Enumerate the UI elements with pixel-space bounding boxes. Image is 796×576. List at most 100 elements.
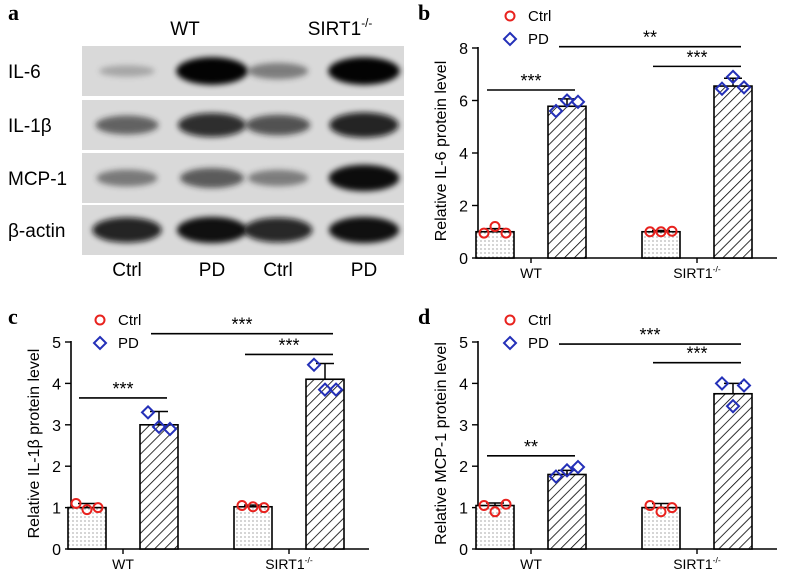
y-tick-label: 5 <box>52 335 61 352</box>
panel-letter-c: c <box>8 304 18 329</box>
y-axis-label: Relative MCP-1 protein level <box>433 342 450 545</box>
y-tick-label: 2 <box>459 199 468 216</box>
y-tick-label: 6 <box>459 94 468 111</box>
x-category-label-text: SIRT1 <box>673 265 713 281</box>
legend-pd-marker <box>502 31 518 47</box>
significance-label: ** <box>524 437 538 457</box>
data-point-pd <box>306 357 322 373</box>
bar-chart-c: c 0 1 2 3 4 5 Relative IL-1β protein level WT SIR… <box>8 304 369 572</box>
blot-lane-label: Ctrl <box>263 260 293 281</box>
legend-pd-label: PD <box>528 31 549 48</box>
data-point-ctrl <box>500 498 512 510</box>
bar-ctrl <box>475 504 515 550</box>
data-point-pd <box>725 398 741 414</box>
data-point-ctrl <box>81 504 93 516</box>
legend-ctrl-label: Ctrl <box>118 312 141 329</box>
bar-pd <box>305 378 345 550</box>
blot-group-label-sup: -/- <box>361 17 372 30</box>
data-point-pd <box>725 69 741 85</box>
bar-ctrl <box>475 230 515 259</box>
blot-lane-label: Ctrl <box>112 260 142 281</box>
data-point-pd <box>317 382 333 398</box>
panel-letter-a: a <box>8 0 19 25</box>
data-point-ctrl <box>92 502 104 514</box>
significance-label: *** <box>112 379 133 399</box>
significance-label: ** <box>643 28 657 48</box>
bar-pd <box>547 473 587 550</box>
blot-band <box>243 217 313 243</box>
y-tick-label: 0 <box>459 542 468 559</box>
y-axis-label: Relative IL-6 protein level <box>433 61 450 242</box>
data-point-ctrl <box>489 221 501 232</box>
blot-band <box>96 169 158 187</box>
x-category-label-sup: -/- <box>713 555 721 565</box>
legend-ctrl-label: Ctrl <box>528 312 551 329</box>
bar-pd <box>713 392 753 550</box>
blot-lane-label: PD <box>351 260 377 281</box>
bar-chart-d: d 0 1 2 3 4 5 Relative MCP-1 protein level WT SIR… <box>418 304 777 572</box>
blot-band <box>95 115 159 135</box>
y-tick-label: 5 <box>459 335 468 352</box>
bar-ctrl <box>233 505 273 550</box>
blot-row-label: IL-1β <box>8 116 52 137</box>
data-point-pd <box>328 382 344 398</box>
y-tick-label: 1 <box>459 501 468 518</box>
blot-band <box>176 57 248 85</box>
panel-letter-d: d <box>418 304 430 329</box>
blot-lane-label: PD <box>199 260 225 281</box>
data-point-ctrl <box>655 226 667 238</box>
y-tick-label: 4 <box>459 376 468 393</box>
legend-pd-marker <box>502 335 518 351</box>
data-point-ctrl <box>70 497 82 509</box>
data-point-pd <box>714 375 730 391</box>
blot-band <box>99 65 155 77</box>
x-category-label-text: SIRT1 <box>673 556 713 572</box>
blot-band <box>328 216 400 244</box>
significance-label: *** <box>231 315 252 335</box>
x-category-label-text: SIRT1 <box>265 556 305 572</box>
legend-ctrl-label: Ctrl <box>528 8 551 25</box>
bar-pd <box>547 105 587 259</box>
y-tick-label: 3 <box>459 418 468 435</box>
panel-letter-b: b <box>418 0 430 25</box>
data-point-pd <box>151 419 167 435</box>
legend-ctrl-marker <box>504 314 516 326</box>
blot-row-label: MCP-1 <box>8 169 67 190</box>
significance-label: *** <box>686 344 707 364</box>
x-category-label-sup: -/- <box>305 555 313 565</box>
y-tick-label: 8 <box>459 41 468 58</box>
data-point-pd <box>548 103 564 119</box>
data-point-pd <box>162 421 178 437</box>
data-point-ctrl <box>258 502 270 514</box>
y-tick-label: 3 <box>52 418 61 435</box>
data-point-ctrl <box>666 502 678 514</box>
x-category-label-text: WT <box>112 556 134 572</box>
data-point-pd <box>548 469 564 484</box>
data-point-pd <box>736 378 752 393</box>
blot-band <box>177 112 247 138</box>
significance-label: *** <box>686 47 707 67</box>
legend-ctrl-marker <box>94 314 106 326</box>
blot-band <box>176 216 248 244</box>
data-point-ctrl <box>666 225 678 237</box>
blot-group-label-text: SIRT1 <box>308 19 362 40</box>
bar-ctrl <box>641 506 681 550</box>
legend-ctrl-marker <box>504 10 516 22</box>
data-point-pd <box>714 81 730 97</box>
x-category-label-sup: -/- <box>713 264 721 274</box>
data-point-pd <box>570 94 586 110</box>
bar-chart-b: b 0 2 4 6 8 Relative IL-6 protein level WT SIRT1… <box>418 0 777 281</box>
y-tick-label: 2 <box>459 459 468 476</box>
data-point-ctrl <box>500 227 512 239</box>
x-category-label-text: WT <box>520 556 542 572</box>
blot-group-label: WT <box>170 19 200 40</box>
legend-pd-label: PD <box>118 335 139 352</box>
data-point-ctrl <box>478 500 490 512</box>
blot-band <box>180 168 244 188</box>
blot-band <box>329 112 399 138</box>
x-category-label: SIRT1-/- <box>673 264 721 281</box>
data-point-pd <box>559 93 575 108</box>
x-category-label-text: WT <box>520 265 542 281</box>
blot-band <box>92 217 162 243</box>
data-point-ctrl <box>644 226 656 238</box>
